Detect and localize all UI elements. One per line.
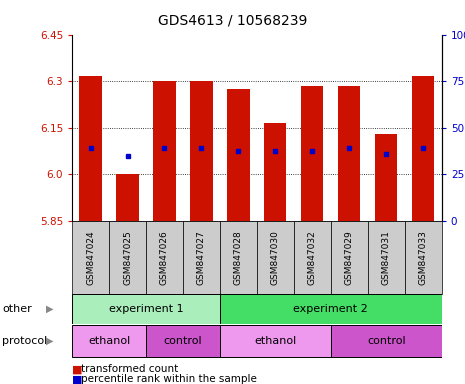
Bar xyxy=(146,325,220,357)
Text: transformed count: transformed count xyxy=(81,364,179,374)
Bar xyxy=(412,76,434,221)
Text: ▶: ▶ xyxy=(46,304,53,314)
Text: control: control xyxy=(164,336,202,346)
Text: experiment 1: experiment 1 xyxy=(109,304,183,314)
Bar xyxy=(368,221,405,294)
Bar xyxy=(405,221,442,294)
Bar xyxy=(264,123,286,221)
Bar xyxy=(116,174,139,221)
Bar xyxy=(183,221,220,294)
Text: ▶: ▶ xyxy=(46,336,53,346)
Text: ethanol: ethanol xyxy=(254,336,297,346)
Bar xyxy=(220,325,331,357)
Text: GSM847031: GSM847031 xyxy=(382,230,391,285)
Text: GSM847028: GSM847028 xyxy=(234,230,243,285)
Text: ■: ■ xyxy=(72,374,83,384)
Bar xyxy=(72,221,109,294)
Bar xyxy=(190,81,213,221)
Text: GSM847024: GSM847024 xyxy=(86,230,95,285)
Bar xyxy=(375,134,398,221)
Bar xyxy=(72,325,146,357)
Text: other: other xyxy=(2,304,32,314)
Text: control: control xyxy=(367,336,405,346)
Bar xyxy=(301,86,324,221)
Bar xyxy=(153,81,176,221)
Text: GSM847026: GSM847026 xyxy=(160,230,169,285)
Bar xyxy=(80,76,102,221)
Text: experiment 2: experiment 2 xyxy=(293,304,368,314)
Text: GSM847027: GSM847027 xyxy=(197,230,206,285)
Bar xyxy=(331,221,368,294)
Text: GDS4613 / 10568239: GDS4613 / 10568239 xyxy=(158,13,307,27)
Text: GSM847033: GSM847033 xyxy=(419,230,428,285)
Bar xyxy=(146,221,183,294)
Text: protocol: protocol xyxy=(2,336,47,346)
Text: GSM847029: GSM847029 xyxy=(345,230,354,285)
Bar xyxy=(294,221,331,294)
Text: ethanol: ethanol xyxy=(88,336,130,346)
Text: GSM847025: GSM847025 xyxy=(123,230,132,285)
Bar xyxy=(257,221,294,294)
Bar xyxy=(109,221,146,294)
Bar xyxy=(220,295,442,324)
Text: ■: ■ xyxy=(72,364,83,374)
Bar xyxy=(227,89,250,221)
Text: GSM847030: GSM847030 xyxy=(271,230,280,285)
Bar xyxy=(331,325,442,357)
Bar xyxy=(72,295,220,324)
Bar xyxy=(338,86,360,221)
Text: GSM847032: GSM847032 xyxy=(308,230,317,285)
Bar xyxy=(220,221,257,294)
Text: percentile rank within the sample: percentile rank within the sample xyxy=(81,374,257,384)
